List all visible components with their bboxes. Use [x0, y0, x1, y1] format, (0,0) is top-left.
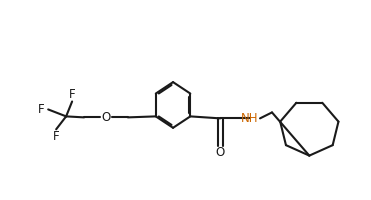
- Text: F: F: [69, 88, 75, 101]
- Text: O: O: [101, 111, 111, 124]
- Text: O: O: [216, 146, 225, 159]
- Text: NH: NH: [241, 112, 259, 125]
- Text: F: F: [53, 130, 59, 143]
- Text: F: F: [38, 103, 45, 116]
